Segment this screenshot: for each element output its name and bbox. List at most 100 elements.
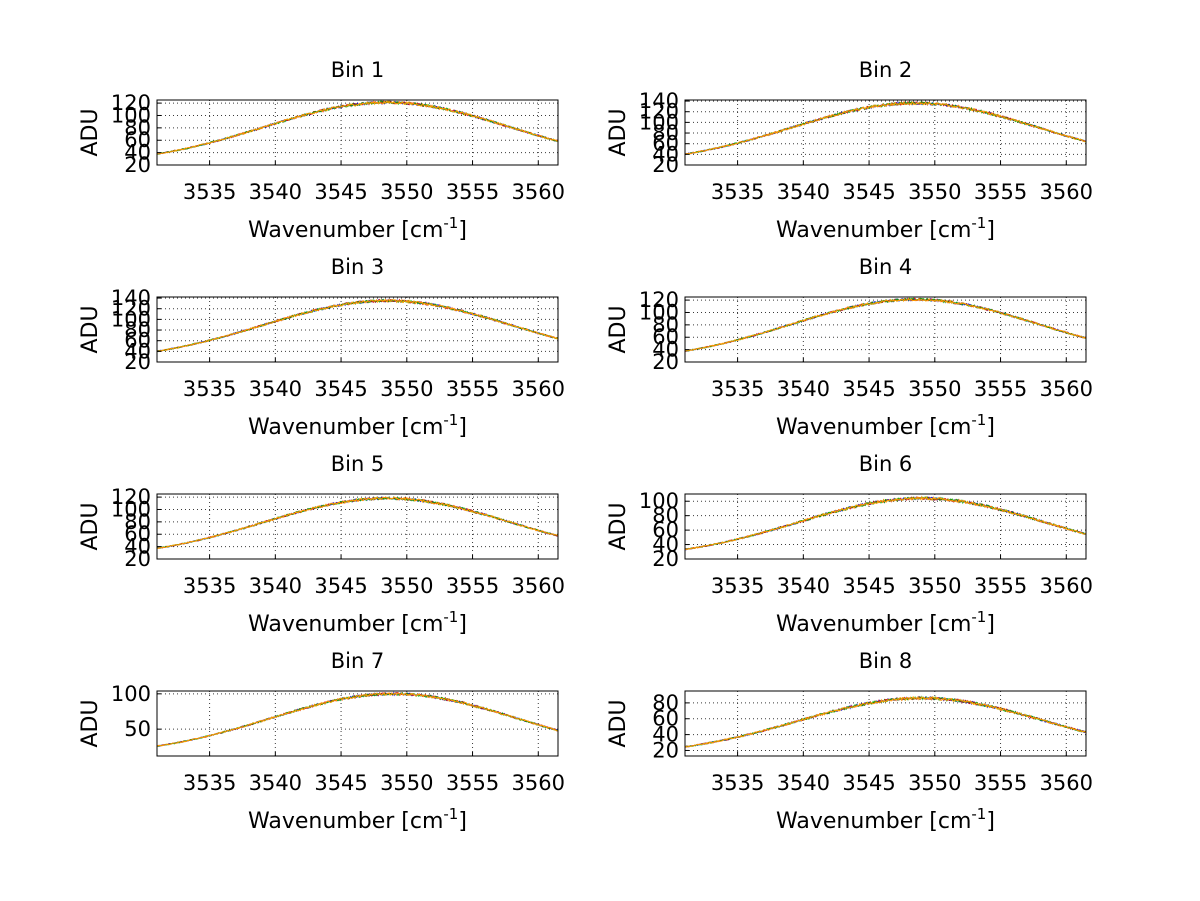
x-tick-label: 3545 xyxy=(314,771,367,795)
x-tick-label: 3550 xyxy=(380,377,433,401)
x-axis-label-suffix: ] xyxy=(458,809,467,834)
spectrum-line xyxy=(685,695,1087,748)
x-axis-label-main: Wavenumber [cm xyxy=(248,612,443,637)
y-tick-label: 40 xyxy=(124,339,151,363)
subplot-3: Bin 3 3535 3540 3545 3550 3555 3560 20406080100… xyxy=(78,255,565,440)
x-tick-label: 3555 xyxy=(974,771,1027,795)
y-tick-label: 20 xyxy=(652,350,679,374)
x-axis-label-suffix: ] xyxy=(458,218,467,243)
x-tick-label: 3560 xyxy=(1040,771,1093,795)
y-tick-label: 80 xyxy=(652,504,679,528)
x-tick-label: 3555 xyxy=(974,377,1027,401)
y-tick-label: 20 xyxy=(124,547,151,571)
y-tick-label: 20 xyxy=(124,153,151,177)
x-tick-label: 3540 xyxy=(777,180,830,204)
y-tick-label: 120 xyxy=(111,91,151,115)
y-tick-label: 100 xyxy=(639,110,679,134)
subplot-title: Bin 4 xyxy=(859,255,913,279)
x-axis-label-suffix: ] xyxy=(986,415,995,440)
y-tick-label: 20 xyxy=(652,738,679,762)
x-tick-label: 3545 xyxy=(314,180,367,204)
x-tick-label: 3560 xyxy=(512,180,565,204)
x-tick-label: 3535 xyxy=(183,180,236,204)
x-tick-label: 3540 xyxy=(249,771,302,795)
subplot-1: Bin 1 3535 3540 3545 3550 3555 3560 20406080100… xyxy=(78,58,565,243)
x-axis-label-suffix: ] xyxy=(986,809,995,834)
x-tick-label: 3545 xyxy=(314,377,367,401)
x-tick-label: 3550 xyxy=(380,771,433,795)
x-tick-label: 3545 xyxy=(842,377,895,401)
x-tick-label: 3560 xyxy=(1040,574,1093,598)
x-tick-label: 3535 xyxy=(183,377,236,401)
spectrum-line xyxy=(156,691,559,748)
y-tick-label: 120 xyxy=(639,100,679,124)
spectrum-line xyxy=(156,100,559,155)
x-tick-label: 3550 xyxy=(908,180,961,204)
x-tick-label: 3560 xyxy=(512,574,565,598)
x-axis-label: Wavenumber [cm-1] xyxy=(248,608,467,637)
y-tick-label: 80 xyxy=(124,318,151,342)
spectrum-line xyxy=(684,495,1087,551)
x-tick-label: 3535 xyxy=(711,377,764,401)
y-tick-label: 60 xyxy=(124,329,151,353)
axes-box xyxy=(156,296,559,363)
spectrum-line xyxy=(684,695,1087,748)
x-tick-label: 3550 xyxy=(908,377,961,401)
x-axis-label-suffix: ] xyxy=(986,612,995,637)
y-tick-label: 60 xyxy=(652,325,679,349)
x-tick-label: 3535 xyxy=(711,180,764,204)
spectrum-line xyxy=(156,691,559,747)
x-axis-label-main: Wavenumber [cm xyxy=(248,809,443,834)
x-tick-label: 3560 xyxy=(1040,377,1093,401)
x-tick-label: 3545 xyxy=(842,771,895,795)
y-tick-label: 60 xyxy=(652,707,679,731)
y-tick-label: 100 xyxy=(111,307,151,331)
y-tick-label: 20 xyxy=(652,153,679,177)
y-axis-label: ADU xyxy=(78,699,103,747)
x-tick-label: 3560 xyxy=(512,771,565,795)
x-axis-label: Wavenumber [cm-1] xyxy=(776,608,995,637)
x-tick-label: 3535 xyxy=(711,574,764,598)
subplot-title: Bin 2 xyxy=(859,58,913,82)
x-tick-label: 3545 xyxy=(842,180,895,204)
y-tick-label: 120 xyxy=(111,485,151,509)
y-tick-label: 80 xyxy=(124,116,151,140)
x-axis-label-sup: -1 xyxy=(971,214,986,232)
x-axis-label-suffix: ] xyxy=(458,612,467,637)
subplot-2: Bin 2 3535 3540 3545 3550 3555 3560 20406080100… xyxy=(606,58,1093,243)
x-tick-label: 3545 xyxy=(314,574,367,598)
x-tick-label: 3540 xyxy=(777,377,830,401)
y-axis-label: ADU xyxy=(78,502,103,550)
spectrum-line xyxy=(156,298,559,352)
y-tick-label: 40 xyxy=(652,142,679,166)
subplot-title: Bin 6 xyxy=(859,452,913,476)
y-tick-label: 80 xyxy=(652,313,679,337)
y-tick-label: 140 xyxy=(639,89,679,113)
x-axis-label: Wavenumber [cm-1] xyxy=(248,214,467,243)
x-axis-label-sup: -1 xyxy=(971,805,986,823)
x-tick-label: 3555 xyxy=(446,771,499,795)
spectrum-line xyxy=(685,100,1087,155)
y-tick-label: 20 xyxy=(124,350,151,374)
x-tick-label: 3540 xyxy=(249,574,302,598)
x-tick-label: 3540 xyxy=(777,771,830,795)
x-axis-label-sup: -1 xyxy=(971,608,986,626)
y-tick-label: 100 xyxy=(639,489,679,513)
y-axis-label: ADU xyxy=(606,699,631,747)
y-tick-label: 40 xyxy=(124,535,151,559)
subplot-title: Bin 3 xyxy=(331,255,385,279)
x-axis-label: Wavenumber [cm-1] xyxy=(776,411,995,440)
x-axis-label: Wavenumber [cm-1] xyxy=(776,805,995,834)
spectrum-line xyxy=(684,101,1087,155)
x-tick-label: 3555 xyxy=(974,574,1027,598)
subplot-6: Bin 6 3535 3540 3545 3550 3555 3560 20406080100… xyxy=(606,452,1093,637)
x-axis-label-sup: -1 xyxy=(443,805,458,823)
x-tick-label: 3555 xyxy=(446,180,499,204)
y-tick-label: 60 xyxy=(652,132,679,156)
y-tick-label: 60 xyxy=(124,522,151,546)
x-axis-label: Wavenumber [cm-1] xyxy=(248,411,467,440)
x-tick-label: 3540 xyxy=(777,574,830,598)
x-axis-label-main: Wavenumber [cm xyxy=(776,415,971,440)
